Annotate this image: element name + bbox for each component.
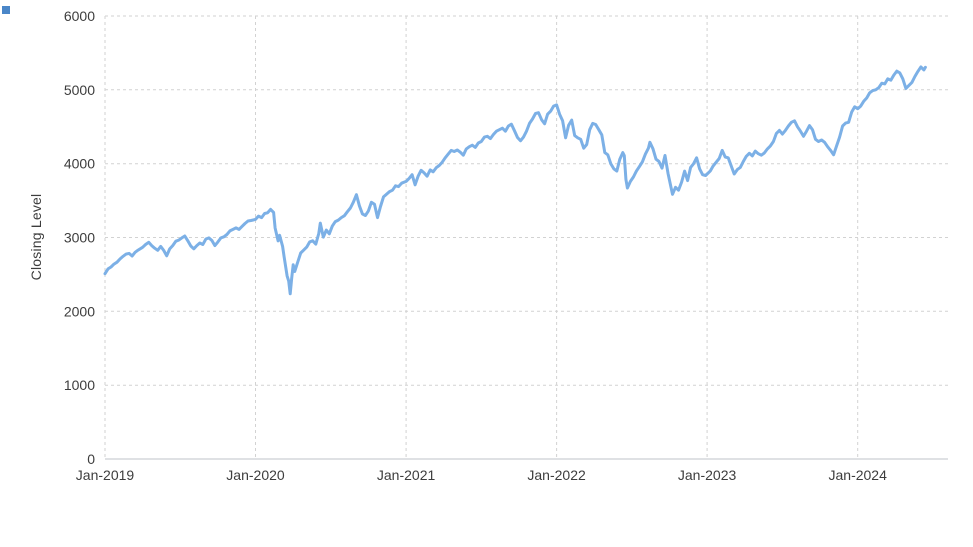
- y-tick-label: 6000: [64, 8, 95, 24]
- y-tick-label: 2000: [64, 303, 95, 319]
- x-tick-label: Jan-2023: [678, 467, 737, 483]
- y-tick-label: 5000: [64, 82, 95, 98]
- x-tick-label: Jan-2021: [377, 467, 436, 483]
- y-tick-label: 0: [87, 451, 95, 467]
- x-tick-label: Jan-2019: [76, 467, 135, 483]
- series-line[interactable]: [103, 65, 927, 296]
- y-tick-label: 1000: [64, 377, 95, 393]
- x-tick-label: Jan-2020: [226, 467, 285, 483]
- x-tick-label: Jan-2024: [829, 467, 888, 483]
- y-tick-label: 4000: [64, 156, 95, 172]
- y-tick-label: 3000: [64, 230, 95, 246]
- x-tick-label: Jan-2022: [527, 467, 586, 483]
- selection-handle-icon[interactable]: [2, 6, 10, 14]
